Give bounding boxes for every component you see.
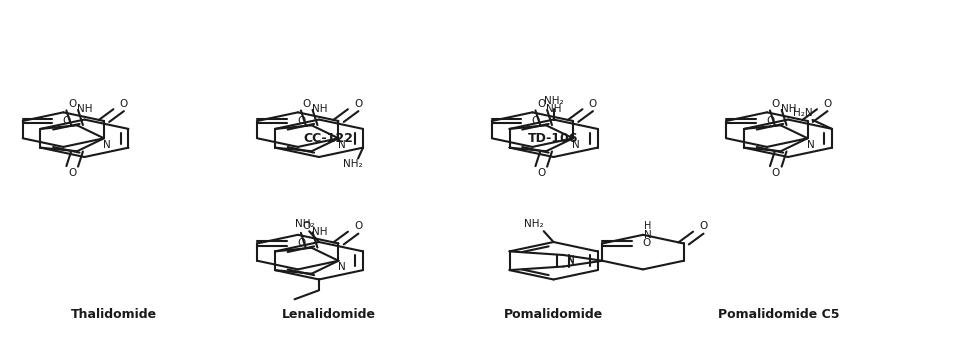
Text: O: O (354, 221, 363, 231)
Text: N: N (644, 230, 652, 240)
Text: TD-106: TD-106 (528, 132, 579, 145)
Text: NH: NH (312, 227, 327, 237)
Text: Pomalidomide: Pomalidomide (504, 308, 603, 321)
Text: NH: NH (546, 105, 562, 114)
Text: O: O (537, 168, 546, 178)
Text: N: N (572, 140, 580, 150)
Text: NH₂: NH₂ (343, 159, 363, 169)
Text: O: O (537, 99, 546, 109)
Text: O: O (531, 116, 540, 126)
Text: H: H (644, 221, 652, 231)
Text: O: O (297, 238, 306, 248)
Text: O: O (771, 168, 780, 178)
Text: NH₂: NH₂ (544, 96, 564, 106)
Text: N: N (807, 140, 814, 150)
Text: O: O (63, 116, 71, 126)
Text: N: N (103, 140, 111, 150)
Text: O: O (588, 99, 597, 109)
Text: O: O (68, 168, 76, 178)
Text: O: O (297, 116, 306, 126)
Text: H₂N: H₂N (793, 108, 812, 118)
Text: O: O (642, 238, 651, 248)
Text: NH₂: NH₂ (524, 219, 544, 229)
Text: Thalidomide: Thalidomide (71, 308, 157, 321)
Text: O: O (766, 116, 774, 126)
Text: O: O (68, 99, 76, 109)
Text: NH: NH (77, 105, 92, 114)
Text: NH: NH (781, 105, 796, 114)
Text: O: O (303, 221, 311, 231)
Text: O: O (823, 99, 831, 109)
Text: O: O (771, 99, 780, 109)
Text: O: O (303, 99, 311, 109)
Text: O: O (120, 99, 127, 109)
Text: N: N (567, 256, 575, 266)
Text: CC-122: CC-122 (304, 132, 354, 145)
Text: NH₂: NH₂ (295, 219, 315, 229)
Text: O: O (699, 221, 708, 231)
Text: N: N (567, 256, 575, 265)
Text: N: N (337, 262, 345, 272)
Text: O: O (354, 99, 363, 109)
Text: N: N (337, 140, 345, 150)
Text: Lenalidomide: Lenalidomide (282, 308, 375, 321)
Text: Pomalidomide C5: Pomalidomide C5 (717, 308, 839, 321)
Text: NH: NH (312, 105, 327, 114)
